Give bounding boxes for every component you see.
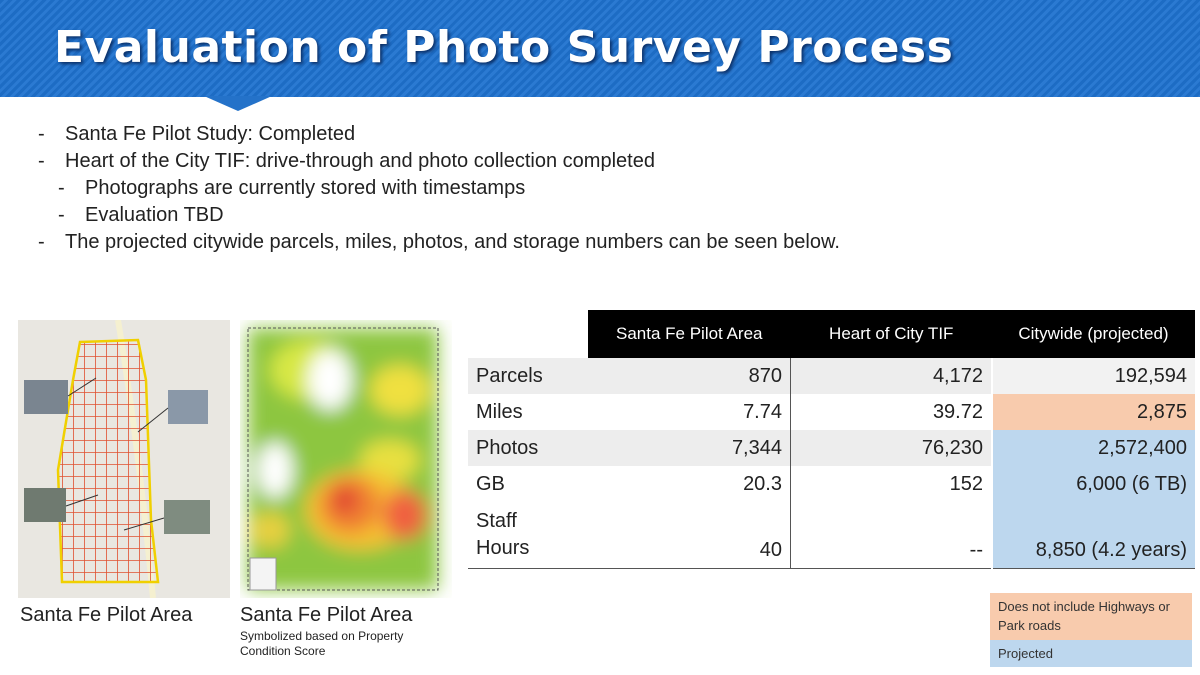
street-map bbox=[18, 320, 230, 598]
row-label-text: Miles bbox=[476, 400, 523, 423]
table-row: Photos 7,344 76,230 2,572,400 bbox=[468, 430, 1195, 466]
table-row: GB 20.3 152 6,000 (6 TB) bbox=[468, 466, 1195, 502]
row-label: Parcels bbox=[468, 358, 588, 394]
table-cell: 40 bbox=[588, 502, 791, 569]
row-label-text: Parcels bbox=[476, 364, 543, 387]
row-label: Staff Hours bbox=[468, 502, 588, 569]
street-map-graphic bbox=[18, 320, 230, 598]
table-cell: 7,344 bbox=[588, 430, 791, 466]
image-caption: Santa Fe Pilot Area bbox=[240, 604, 413, 626]
heat-map-graphic bbox=[240, 320, 452, 598]
row-label-text: Staff Hours bbox=[476, 510, 530, 559]
bullet: Santa Fe Pilot Study: Completed bbox=[38, 121, 840, 148]
table-cell: 76,230 bbox=[790, 430, 993, 466]
table-cell: 870 bbox=[588, 358, 791, 394]
header-row: Santa Fe Pilot Area Heart of City TIF City… bbox=[468, 310, 1195, 358]
row-label-text: GB bbox=[476, 472, 505, 495]
column-header: Heart of City TIF bbox=[790, 310, 992, 358]
column-header: Santa Fe Pilot Area bbox=[588, 310, 791, 358]
sub-bullet: Photographs are currently stored with ti… bbox=[58, 175, 840, 202]
bullet: The projected citywide parcels, miles, p… bbox=[38, 229, 840, 256]
bullet-list: Santa Fe Pilot Study: CompletedHeart of … bbox=[38, 121, 840, 256]
column-header: Citywide (projected) bbox=[992, 310, 1195, 358]
row-label: Photos bbox=[468, 430, 588, 466]
header-notch bbox=[204, 96, 272, 111]
table-cell: 4,172 bbox=[790, 358, 993, 394]
row-label-text: Photos bbox=[476, 436, 539, 459]
table-cell: 6,000 (6 TB) bbox=[991, 466, 1195, 502]
table-cell: 20.3 bbox=[588, 466, 791, 502]
slide-title: Evaluation of Photo Survey Process bbox=[54, 22, 954, 73]
table-cell: -- bbox=[790, 502, 993, 569]
table-cell: 2,572,400 bbox=[991, 430, 1195, 466]
table-row: Staff Hours 40 -- 8,850 (4.2 years) bbox=[468, 502, 1195, 569]
table-cell: 192,594 bbox=[991, 358, 1195, 394]
header-blank bbox=[468, 310, 588, 358]
bullet: Heart of the City TIF: drive-through and… bbox=[38, 148, 840, 175]
table-cell: 39.72 bbox=[790, 394, 993, 430]
image-caption: Santa Fe Pilot Area bbox=[20, 604, 193, 626]
table-cell: 7.74 bbox=[588, 394, 791, 430]
row-label: Miles bbox=[468, 394, 588, 430]
sub-bullet-list: Photographs are currently stored with ti… bbox=[38, 175, 840, 229]
sub-bullet: Evaluation TBD bbox=[58, 202, 840, 229]
table-cell: 8,850 (4.2 years) bbox=[991, 502, 1195, 569]
table-row: Miles 7.74 39.72 2,875 bbox=[468, 394, 1195, 430]
row-label: GB bbox=[468, 466, 588, 502]
table-cell: 2,875 bbox=[991, 394, 1195, 430]
legend-item: Does not include Highways or Park roads bbox=[990, 593, 1192, 640]
table-cell: 152 bbox=[790, 466, 993, 502]
heat-map bbox=[240, 320, 452, 598]
header-band: Evaluation of Photo Survey Process bbox=[0, 0, 1200, 97]
table-row: Parcels 870 4,172 192,594 bbox=[468, 358, 1195, 394]
legend-item: Projected bbox=[990, 640, 1192, 667]
image-note: Symbolized based on Property Condition S… bbox=[240, 629, 404, 658]
data-table: Santa Fe Pilot Area Heart of City TIF City… bbox=[468, 310, 1195, 569]
